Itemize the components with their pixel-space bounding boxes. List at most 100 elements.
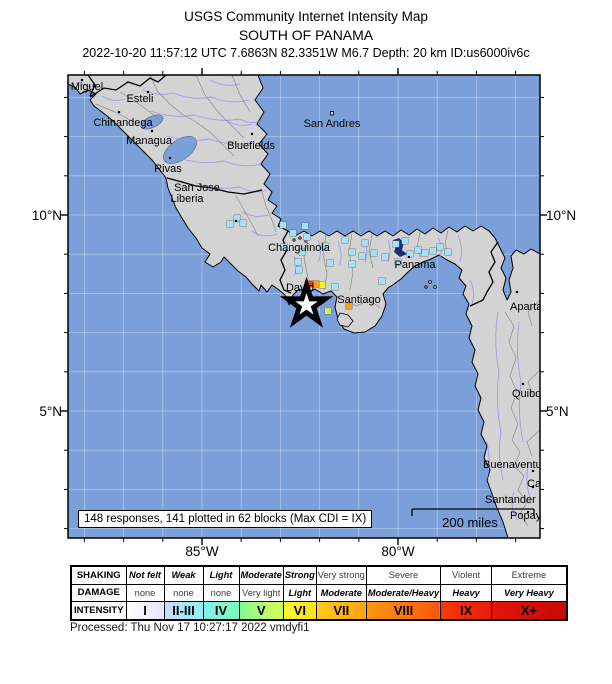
pearl-island <box>424 285 428 289</box>
legend-row-header: INTENSITY <box>70 601 127 620</box>
city-label: San Jose <box>174 182 220 194</box>
ytick-right-10n: 10°N <box>546 208 577 223</box>
intensity-blocks <box>226 214 452 315</box>
legend-shaking-cell: Strong <box>282 565 317 585</box>
intensity-block <box>444 248 452 256</box>
city-dots <box>80 78 535 514</box>
intensity-block <box>414 246 422 254</box>
ytick-left-5n: 5°N <box>39 404 62 419</box>
city-label: Popayan <box>510 510 553 522</box>
city-dot <box>117 110 121 114</box>
intensity-block <box>279 221 287 229</box>
ytick-right-5n: 5°N <box>546 404 569 419</box>
admin-borders <box>95 75 540 527</box>
intensity-block <box>280 243 288 251</box>
country-borders <box>87 75 499 307</box>
city-label: Bluefields <box>227 140 275 152</box>
city-label: Apartado <box>510 301 555 313</box>
border-el-salvador <box>87 75 96 97</box>
legend-damage-cell: Very light <box>238 583 284 602</box>
city-label: Esteli <box>127 93 154 105</box>
legend-row-intensity: INTENSITY I II-III IV V VI VII VIII IX X+ <box>70 601 568 620</box>
map-title: USGS Community Internet Intensity Map <box>184 9 428 24</box>
city-dot <box>531 485 535 489</box>
city-label: Panama <box>395 259 437 271</box>
intensity-block <box>303 233 311 241</box>
city-dot <box>526 510 530 514</box>
intensity-block <box>378 277 386 285</box>
legend-row-damage: DAMAGE none none none Very light Light Moderat… <box>70 583 568 602</box>
intensity-block <box>321 242 329 250</box>
islands <box>292 111 437 328</box>
city-label: Santiago <box>337 294 380 306</box>
legend-intensity-cell: VIII <box>365 601 442 620</box>
intensity-block <box>318 281 326 289</box>
legend-damage-cell: Heavy <box>440 583 493 602</box>
legend-row-shaking: SHAKING Not felt Weak Light Moderate Strong Ve… <box>70 565 568 585</box>
legend-intensity-cell: IV <box>202 601 240 620</box>
legend-intensity-cell: VII <box>315 601 367 620</box>
intensity-block <box>358 252 366 260</box>
epicenter-star <box>279 276 334 328</box>
legend-damage-cell: Very Heavy <box>491 583 568 602</box>
axis-ticks <box>61 68 547 545</box>
intensity-block <box>295 266 303 274</box>
city-label: Santander de Q <box>485 494 563 506</box>
intensity-block <box>436 243 444 251</box>
xtick-85w: 85°W <box>185 544 219 559</box>
city-label: David <box>286 282 314 294</box>
intensity-block <box>239 219 247 227</box>
intensity-block <box>345 302 353 310</box>
intensity-block <box>401 237 409 245</box>
city-dot <box>146 90 150 94</box>
xtick-80w: 80°W <box>381 544 415 559</box>
legend-intensity-cell: II-III <box>163 601 204 620</box>
city-label: Managua <box>126 135 173 147</box>
city-label: Cali <box>527 478 546 490</box>
legend-table: SHAKING Not felt Weak Light Moderate Strong Ve… <box>70 565 568 621</box>
legend-damage-cell: Moderate <box>315 583 367 602</box>
intensity-block <box>392 240 400 248</box>
bocas-island <box>298 236 302 240</box>
city-label: Chinandega <box>93 117 153 129</box>
legend-intensity-cell: V <box>238 601 284 620</box>
city-label: Changuinola <box>268 242 331 254</box>
event-region: SOUTH OF PANAMA <box>238 27 374 43</box>
border-nicaragua-costa-rica <box>166 177 263 195</box>
intensity-block <box>348 260 356 268</box>
intensity-block <box>331 283 339 291</box>
san-andres-island <box>330 111 334 116</box>
processed-timestamp: Processed: Thu Nov 17 10:27:17 2022 vmdy… <box>70 622 310 634</box>
ytick-left-10n: 10°N <box>31 208 62 223</box>
legend-damage-cell: none <box>125 583 165 602</box>
city-labels: Miguel Esteli Chinandega Managua Rivas San Jo… <box>71 81 563 522</box>
city-label: Buenaventura <box>483 459 552 471</box>
legend-shaking-cell: Very strong <box>315 565 367 585</box>
intensity-block <box>341 236 349 244</box>
city-dot <box>150 129 154 133</box>
city-dot <box>515 290 519 294</box>
city-dot <box>250 132 254 136</box>
legend-shaking-cell: Light <box>202 565 240 585</box>
intensity-block <box>370 249 378 257</box>
legend-intensity-cell: IX <box>440 601 493 620</box>
city-dot <box>234 219 238 223</box>
legend-intensity-cell: I <box>125 601 165 620</box>
legend-row-header: SHAKING <box>70 565 127 585</box>
legend-damage-cell: none <box>163 583 204 602</box>
legend-shaking-cell: Moderate <box>238 565 284 585</box>
city-label: San Andres <box>304 118 361 130</box>
map-frame <box>67 74 541 539</box>
lake-nicaragua <box>163 136 197 164</box>
intensity-block <box>421 249 429 257</box>
city-label: Rivas <box>154 163 182 175</box>
city-dot <box>80 78 84 82</box>
pearl-island <box>433 285 437 289</box>
city-dot <box>168 156 172 160</box>
epicenter-star-marker <box>279 276 334 328</box>
legend-damage-cell: Moderate/Heavy <box>365 583 442 602</box>
city-label: Miguel <box>71 81 103 93</box>
pearl-island <box>428 280 432 284</box>
intensity-block <box>429 247 437 255</box>
